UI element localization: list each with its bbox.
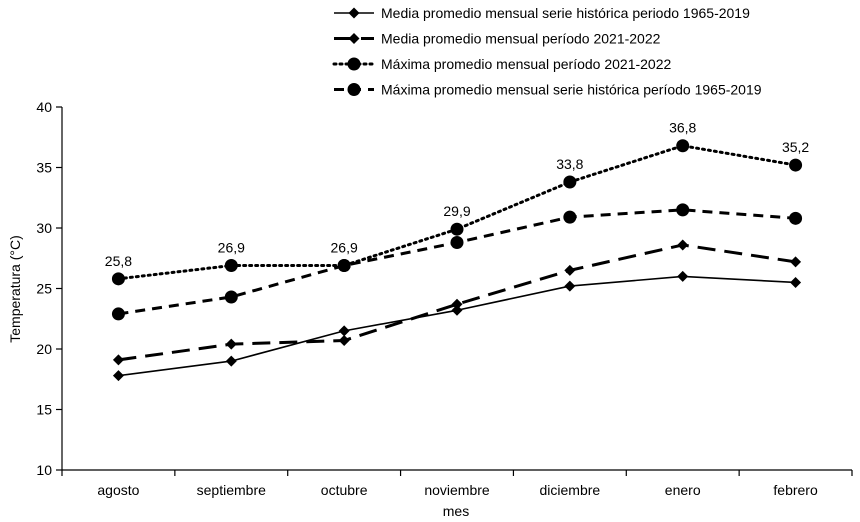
data-point [338, 325, 350, 337]
y-tick-label: 40 [36, 99, 52, 115]
x-tick-label: septiembre [197, 482, 266, 498]
data-point [677, 239, 689, 251]
data-label: 25,8 [105, 253, 132, 269]
data-label: 26,9 [331, 240, 358, 256]
legend-marker [348, 7, 360, 19]
data-label: 36,8 [669, 120, 696, 136]
x-ticks: agosto septiembre octubre noviembre diciembr… [61, 470, 853, 498]
legend-marker [348, 33, 360, 44]
x-tick-label: octubre [321, 482, 368, 498]
legend-item: Máxima promedio mensual período 2021-202… [332, 56, 671, 72]
y-tick-label: 35 [36, 160, 52, 176]
legend-item: Máxima promedio mensual serie histórica … [334, 82, 762, 98]
legend-marker [347, 57, 361, 71]
data-point [337, 259, 351, 273]
data-point [111, 272, 125, 286]
x-tick-label: febrero [773, 482, 818, 498]
data-point [224, 259, 238, 273]
y-tick-label: 25 [36, 281, 52, 297]
legend: Media promedio mensual serie histórica p… [332, 5, 762, 98]
x-tick-label: enero [665, 482, 701, 498]
series-4 [111, 203, 803, 321]
y-tick-label: 15 [36, 402, 52, 418]
data-point [676, 203, 690, 217]
data-point [676, 139, 690, 153]
y-axis-title: Temperatura (°C) [7, 235, 23, 343]
data-point [789, 211, 803, 225]
series-3: 25,8 26,9 26,9 29,9 33,8 36,8 35,2 [105, 120, 809, 286]
data-point [563, 175, 577, 189]
data-point [789, 158, 803, 172]
data-point [790, 276, 802, 288]
series-1 [112, 270, 802, 382]
data-label: 33,8 [556, 156, 583, 172]
data-point [338, 335, 350, 347]
data-point [677, 270, 689, 282]
data-point [564, 280, 576, 292]
x-tick-label: diciembre [540, 482, 601, 498]
data-point [451, 304, 463, 316]
data-label: 26,9 [218, 240, 245, 256]
legend-label: Media promedio mensual serie histórica p… [381, 5, 750, 21]
x-tick-label: noviembre [424, 482, 490, 498]
legend-label: Media promedio mensual período 2021-2022 [381, 31, 661, 47]
series-line [118, 275, 796, 377]
y-tick-label: 30 [36, 220, 52, 236]
data-point [112, 370, 124, 382]
data-point [563, 210, 577, 224]
legend-label: Máxima promedio mensual serie histórica … [381, 82, 762, 98]
x-axis-title: mes [443, 503, 469, 519]
data-point [790, 256, 802, 268]
axes [61, 107, 852, 471]
legend-marker [347, 83, 361, 96]
data-point [450, 222, 464, 236]
legend-label: Máxima promedio mensual período 2021-202… [381, 56, 671, 72]
y-tick-label: 20 [36, 341, 52, 357]
data-point [225, 355, 237, 367]
data-label: 29,9 [443, 203, 470, 219]
data-point [564, 264, 576, 276]
data-point [224, 290, 238, 304]
data-point [112, 354, 124, 366]
y-ticks: 10 15 20 25 30 35 40 [36, 99, 62, 478]
data-point [450, 236, 464, 250]
series-layer: 25,8 26,9 26,9 29,9 33,8 36,8 35,2 [105, 120, 809, 382]
data-label: 35,2 [782, 139, 809, 155]
data-point [225, 338, 237, 350]
legend-item: Media promedio mensual período 2021-2022 [334, 31, 661, 47]
data-point [111, 307, 125, 321]
y-tick-label: 10 [36, 462, 52, 478]
legend-item: Media promedio mensual serie histórica p… [334, 5, 750, 21]
data-point [451, 298, 463, 310]
x-tick-label: agosto [97, 482, 139, 498]
series-2 [112, 239, 802, 366]
